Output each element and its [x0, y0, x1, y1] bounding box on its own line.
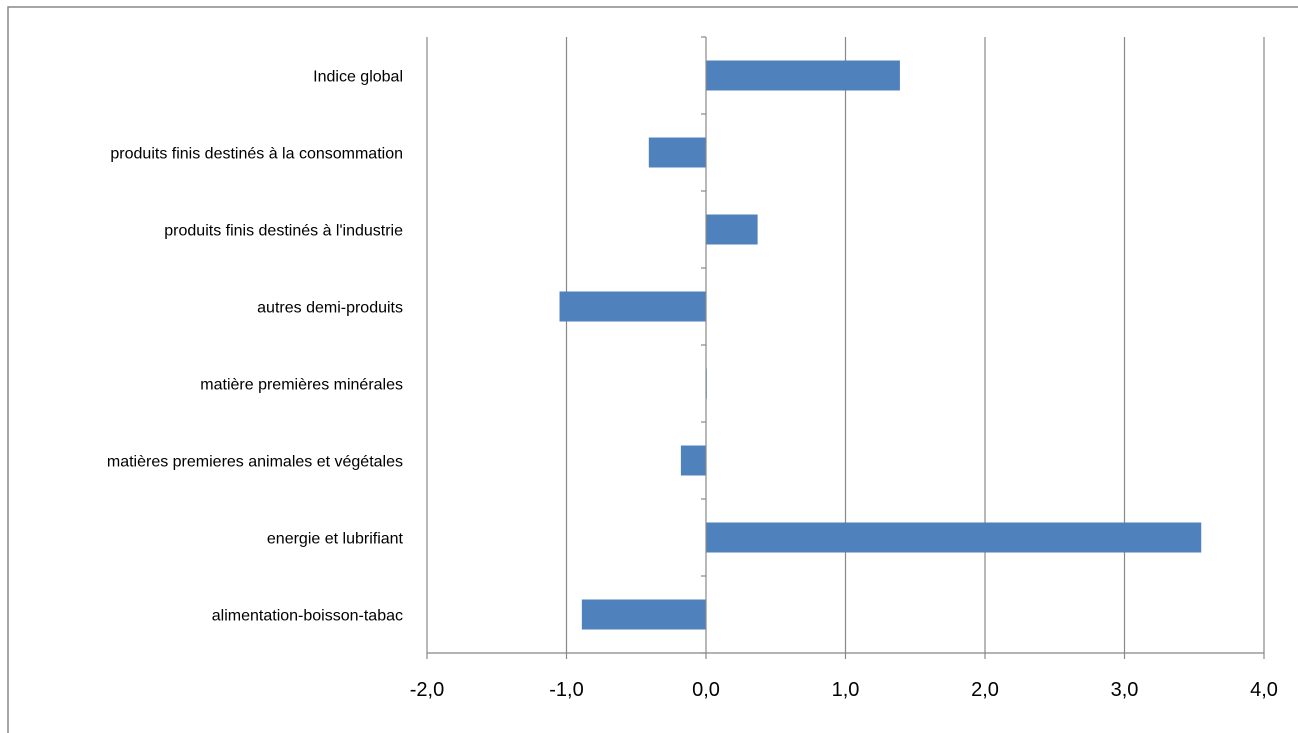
x-tick-label: -2,0 — [410, 679, 444, 701]
category-label: energie et lubrifiant — [267, 531, 404, 548]
category-label: produits finis destinés à l'industrie — [164, 223, 403, 240]
bar-7 — [706, 61, 900, 91]
bar-0 — [582, 600, 706, 630]
category-label: produits finis destinés à la consommatio… — [110, 146, 403, 163]
category-label: matières premieres animales et végétales — [107, 454, 403, 471]
bar-6 — [649, 138, 706, 168]
x-tick-label: 2,0 — [971, 679, 999, 701]
category-label: autres demi-produits — [257, 300, 403, 317]
bar-4 — [560, 292, 706, 322]
x-tick-label: -1,0 — [549, 679, 583, 701]
category-label: matière premières minérales — [200, 377, 403, 394]
bar-5 — [706, 215, 758, 245]
x-tick-label: 1,0 — [832, 679, 860, 701]
bar-1 — [706, 523, 1201, 553]
category-label: alimentation-boisson-tabac — [212, 608, 403, 625]
category-label: Indice global — [313, 69, 403, 86]
x-tick-label: 0,0 — [692, 679, 720, 701]
bar-2 — [681, 446, 706, 476]
x-tick-label: 4,0 — [1250, 679, 1278, 701]
x-tick-label: 3,0 — [1111, 679, 1139, 701]
